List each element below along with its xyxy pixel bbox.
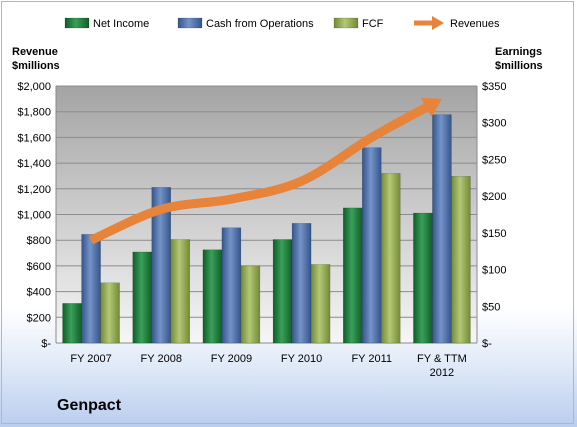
legend-label: Cash from Operations [206,18,314,30]
right-tick-label: $150 [482,228,506,240]
company-name: Genpact [57,397,122,414]
left-tick-label: $1,400 [17,158,51,170]
right-axis-label: Earnings $millions [495,46,545,72]
fcf-bar [451,176,471,344]
right-tick-label: $200 [482,191,506,203]
cash-from-operations-bar [81,234,101,344]
cash-from-operations-bar [362,147,382,344]
legend-fcf: FCF [333,17,384,30]
left-tick-label: $1,000 [17,210,51,222]
fcf-bar [381,173,401,344]
right-tick-label: $250 [482,154,506,166]
revenue-series [89,97,442,245]
legend-net-income: Net Income [64,17,149,30]
left-tick-label: $1,800 [17,107,51,119]
legend-cash-from-operations: Cash from Operations [177,17,314,30]
right-tick-label: $- [482,338,492,350]
revenue-arrowhead [420,97,442,118]
right-tick-label: $300 [482,118,506,130]
net-income-bar [343,207,363,344]
net-income-bar [413,212,433,344]
gridlines [55,85,478,344]
left-axis-ticks: $- $200 $400 $600 $800 $1,000 $1,200 $1,400 $1,6… [17,81,51,350]
left-tick-label: $400 [27,287,51,299]
net-income-bar [202,249,223,344]
legend-revenues: Revenues [414,16,500,30]
legend-label: Net Income [93,18,149,30]
left-tick-label: $1,200 [17,184,51,196]
legend-revenues-arrow [432,16,444,30]
fcf-bar [310,264,331,344]
right-axis-ticks: $- $50 $100 $150 $200 $250 $300 $350 [482,81,506,350]
x-axis-ticks: FY 2007 FY 2008 FY 2009 FY 2010 FY 2011 FY & … [70,353,466,379]
cash-from-operations-bar [432,114,452,344]
x-tick-label: FY 2010 [281,353,322,365]
legend-label: FCF [362,18,384,30]
x-tick-label: FY & TTM 2012 [417,353,467,379]
net-income-bar [132,251,152,344]
cash-from-operations-bar [221,227,242,344]
x-tick-label: FY 2011 [351,353,392,365]
legend-swatch [64,17,90,29]
revenue-line [89,100,434,245]
left-tick-label: $1,600 [17,132,51,144]
x-tick-label: FY 2007 [70,353,111,365]
right-tick-label: $100 [482,265,506,277]
left-tick-label: $200 [27,312,51,324]
legend: Net Income Cash from Operations FCF Revenue… [64,16,500,30]
fcf-bar [170,239,190,344]
fcf-bar [240,265,261,344]
x-tick-label: FY 2008 [141,353,182,365]
left-tick-label: $2,000 [17,81,51,93]
net-income-bar [62,303,82,344]
bars [62,114,471,344]
cash-from-operations-bar [291,223,312,344]
legend-label: Revenues [450,18,500,30]
fcf-bar [100,282,120,344]
left-tick-label: $600 [27,261,51,273]
x-tick-label: FY 2009 [211,353,252,365]
net-income-bar [272,239,293,344]
right-tick-label: $50 [482,301,500,313]
right-tick-label: $350 [482,81,506,93]
legend-swatch [177,17,203,29]
left-tick-label: $- [41,338,51,350]
legend-swatch [333,17,359,29]
left-tick-label: $800 [27,235,51,247]
left-axis-label: Revenue $millions [12,46,61,72]
